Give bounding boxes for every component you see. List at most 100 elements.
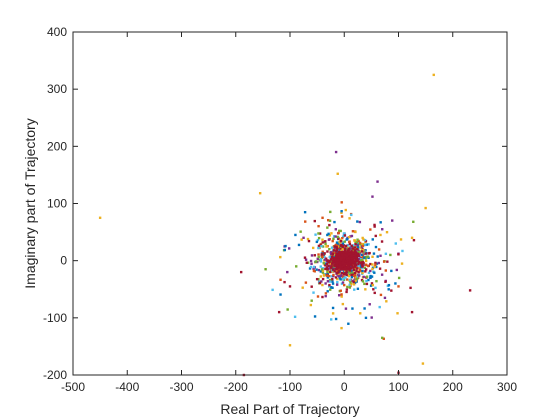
scatter-point	[376, 180, 379, 183]
scatter-point	[353, 249, 357, 252]
scatter-point	[353, 288, 356, 291]
scatter-point	[349, 263, 352, 267]
scatter-point	[353, 239, 356, 242]
scatter-point	[382, 337, 385, 340]
scatter-point	[324, 242, 327, 245]
scatter-point	[343, 259, 347, 263]
scatter-point	[379, 293, 383, 297]
scatter-point	[331, 252, 334, 256]
scatter-point	[432, 73, 435, 77]
scatter-point	[308, 267, 312, 270]
scatter-point	[330, 232, 333, 235]
scatter-point	[350, 244, 353, 248]
scatter-point	[368, 251, 371, 255]
scatter-point	[359, 265, 363, 268]
scatter-point	[355, 252, 359, 255]
scatter-point	[322, 274, 326, 277]
scatter-point	[324, 292, 328, 295]
scatter-point	[329, 252, 333, 256]
scatter-point	[338, 275, 341, 278]
scatter-point	[343, 247, 347, 251]
scatter-point	[338, 277, 342, 280]
scatter-point	[360, 259, 363, 262]
scatter-point	[343, 283, 346, 287]
scatter-point	[381, 228, 384, 231]
scatter-point	[350, 269, 353, 273]
scatter-point	[327, 232, 330, 236]
scatter-point	[349, 259, 353, 263]
scatter-point	[363, 266, 367, 270]
scatter-point	[361, 256, 364, 259]
scatter-point	[378, 305, 381, 309]
scatter-point	[342, 232, 346, 235]
scatter-point	[468, 289, 472, 292]
scatter-point	[349, 272, 353, 275]
scatter-point	[347, 259, 351, 262]
scatter-point	[397, 276, 401, 280]
x-tick-label: -200	[224, 380, 248, 394]
scatter-point	[347, 269, 350, 273]
scatter-point	[335, 252, 338, 255]
scatter-point	[360, 269, 363, 273]
scatter-point	[343, 272, 347, 276]
scatter-point	[337, 231, 340, 235]
x-axis-label: Real Part of Trajectory	[220, 401, 359, 417]
scatter-point	[391, 219, 394, 222]
scatter-point	[397, 253, 400, 256]
scatter-point	[348, 283, 351, 287]
scatter-point	[355, 254, 358, 258]
scatter-point	[384, 252, 388, 255]
scatter-point	[373, 265, 376, 268]
scatter-point	[351, 247, 355, 250]
scatter-point	[319, 265, 322, 268]
scatter-point	[332, 237, 335, 241]
scatter-point	[341, 261, 344, 265]
scatter-point	[301, 286, 304, 289]
scatter-point	[346, 237, 349, 241]
scatter-point	[343, 249, 347, 252]
scatter-point	[328, 219, 332, 222]
scatter-point	[327, 261, 330, 264]
scatter-point	[338, 244, 341, 247]
scatter-point	[349, 266, 352, 269]
scatter-point	[357, 251, 361, 254]
scatter-point	[350, 251, 353, 255]
scatter-point	[317, 268, 321, 272]
scatter-point	[341, 245, 344, 249]
scatter-point	[358, 220, 362, 224]
scatter-point	[365, 243, 368, 246]
scatter-point	[334, 262, 337, 265]
scatter-point	[288, 344, 292, 347]
scatter-point	[369, 262, 372, 266]
scatter-point	[321, 245, 325, 248]
scatter-point	[325, 266, 329, 269]
scatter-point	[357, 257, 361, 261]
scatter-point	[350, 213, 353, 217]
scatter-point	[342, 251, 345, 254]
scatter-point	[309, 303, 313, 307]
scatter-point	[332, 257, 336, 260]
scatter-point	[310, 299, 313, 302]
scatter-point	[331, 268, 335, 271]
scatter-point	[390, 269, 393, 273]
scatter-point	[327, 218, 330, 222]
scatter-point	[347, 253, 350, 256]
scatter-point	[361, 280, 365, 283]
scatter-point	[326, 272, 329, 275]
scatter-point	[371, 267, 374, 271]
scatter-point	[306, 237, 310, 241]
scatter-point	[365, 279, 368, 283]
scatter-point	[348, 286, 352, 289]
scatter-point	[324, 282, 327, 285]
scatter-point	[320, 245, 323, 248]
scatter-point	[356, 238, 359, 241]
scatter-point	[327, 285, 331, 288]
scatter-point	[355, 269, 358, 273]
scatter-point	[286, 270, 289, 274]
scatter-point	[374, 261, 377, 265]
scatter-point	[364, 268, 368, 271]
scatter-point	[317, 253, 320, 256]
x-tick-label: 300	[497, 380, 517, 394]
scatter-point	[311, 246, 315, 250]
